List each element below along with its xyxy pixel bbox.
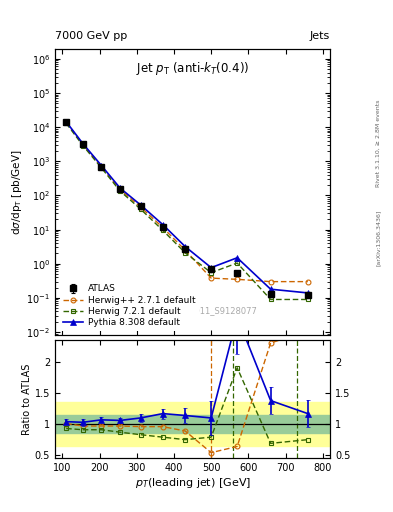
Text: Jets: Jets [310,31,330,41]
Text: 7000 GeV pp: 7000 GeV pp [55,31,127,41]
Text: ATLAS_2011_S9128077: ATLAS_2011_S9128077 [160,306,258,315]
Herwig 7.2.1 default [183,250,187,256]
Text: Rivet 3.1.10, ≥ 2.8M events: Rivet 3.1.10, ≥ 2.8M events [376,100,380,187]
X-axis label: $p_T$(leading jet) [GeV]: $p_T$(leading jet) [GeV] [134,476,251,490]
Legend: ATLAS, Herwig++ 2.7.1 default, Herwig 7.2.1 default, Pythia 8.308 default: ATLAS, Herwig++ 2.7.1 default, Herwig 7.… [59,281,199,331]
Herwig 7.2.1 default [160,227,165,233]
Herwig++ 2.7.1 default [64,119,68,125]
Line: Pythia 8.308 default: Pythia 8.308 default [63,119,310,296]
Herwig++ 2.7.1 default [138,204,143,210]
Pythia 8.308 default [118,185,123,191]
Pythia 8.308 default [99,162,104,168]
Pythia 8.308 default [160,222,165,228]
Herwig 7.2.1 default [81,142,85,148]
Herwig++ 2.7.1 default [183,247,187,253]
Pythia 8.308 default [183,243,187,249]
Herwig++ 2.7.1 default [81,141,85,147]
Herwig 7.2.1 default [235,260,240,266]
Herwig++ 2.7.1 default [305,279,310,285]
Herwig++ 2.7.1 default [99,164,104,170]
Pythia 8.308 default [235,254,240,261]
Pythia 8.308 default [209,265,213,271]
Herwig 7.2.1 default [99,165,104,171]
Pythia 8.308 default [305,290,310,296]
Y-axis label: Ratio to ATLAS: Ratio to ATLAS [22,364,32,435]
Herwig 7.2.1 default [209,269,213,275]
Herwig++ 2.7.1 default [160,224,165,230]
Line: Herwig++ 2.7.1 default: Herwig++ 2.7.1 default [64,120,310,284]
Herwig++ 2.7.1 default [235,276,240,283]
Text: [arXiv:1306.3436]: [arXiv:1306.3436] [376,210,380,266]
Text: Jet $p_\mathrm{T}$ (anti-$k_T$(0.4)): Jet $p_\mathrm{T}$ (anti-$k_T$(0.4)) [136,60,249,77]
Pythia 8.308 default [64,119,68,125]
Y-axis label: d$\sigma$/dp$_\mathrm{T}$ [pb/GeV]: d$\sigma$/dp$_\mathrm{T}$ [pb/GeV] [9,150,24,234]
Pythia 8.308 default [138,202,143,208]
Herwig 7.2.1 default [118,188,123,194]
Herwig 7.2.1 default [64,120,68,126]
Herwig 7.2.1 default [138,206,143,212]
Pythia 8.308 default [268,286,273,292]
Line: Herwig 7.2.1 default: Herwig 7.2.1 default [64,121,310,302]
Herwig++ 2.7.1 default [209,275,213,281]
Herwig 7.2.1 default [305,296,310,303]
Pythia 8.308 default [81,141,85,147]
Herwig++ 2.7.1 default [268,279,273,285]
Herwig 7.2.1 default [268,296,273,303]
Herwig++ 2.7.1 default [118,186,123,193]
